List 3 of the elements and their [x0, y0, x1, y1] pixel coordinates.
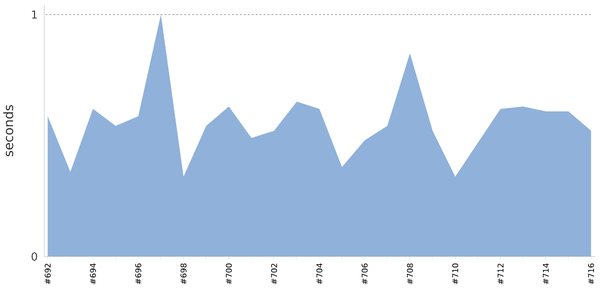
- y-tick-label: 1: [32, 10, 37, 18]
- y-axis-title: seconds: [3, 104, 14, 156]
- y-tick-label: 0: [32, 252, 38, 260]
